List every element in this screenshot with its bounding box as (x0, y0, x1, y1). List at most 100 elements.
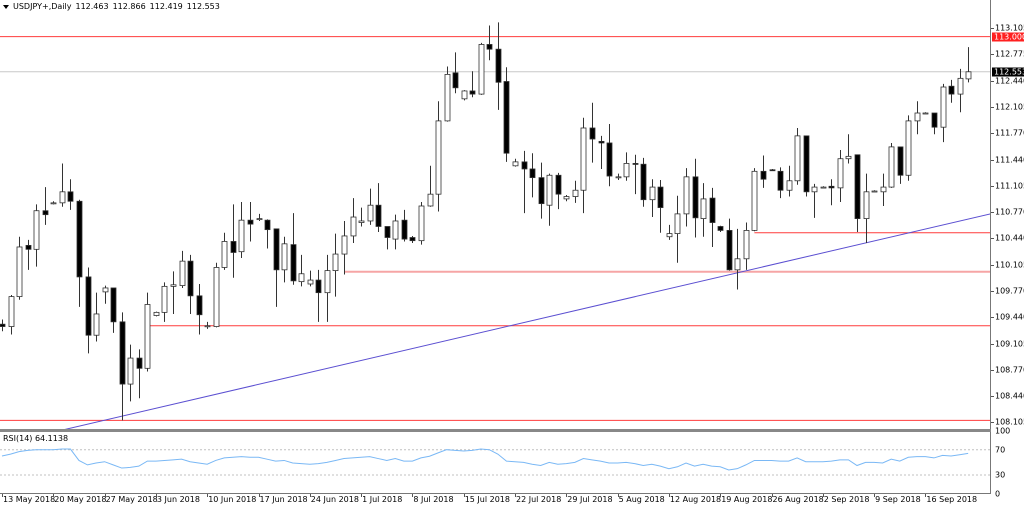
bull-candle-body (127, 357, 134, 385)
candle (281, 236, 288, 283)
bear-candle-body (606, 142, 613, 177)
bear-candle-body (769, 169, 776, 172)
bull-candle-body (33, 210, 40, 250)
candle (683, 168, 690, 227)
candle (786, 165, 793, 197)
date-label: 24 Jun 2018 (310, 495, 359, 504)
price-tick-label: 112.440 (995, 76, 1024, 86)
trendline[interactable] (60, 213, 990, 429)
date-tick (566, 494, 568, 497)
bear-candle-body (503, 81, 510, 154)
bull-candle-body (256, 218, 263, 221)
candle (897, 146, 904, 184)
candle (187, 254, 194, 314)
bear-candle-body (67, 191, 74, 202)
date-tick (463, 494, 465, 497)
date-label: 27 May 2018 (105, 495, 158, 504)
candle (751, 168, 758, 232)
candle (905, 115, 912, 181)
date-axis[interactable]: 13 May 2018 20 May 2018 27 May 2018 3 Jun 2… (0, 494, 991, 506)
bull-candle-body (820, 186, 827, 189)
candle (144, 292, 151, 372)
date-label: 29 Jul 2018 (567, 495, 613, 504)
candle (119, 312, 126, 421)
candle (427, 165, 434, 207)
bear-candle-body (230, 241, 237, 253)
candle (238, 202, 245, 259)
bull-candle-body (649, 186, 656, 201)
bear-candle-body (469, 90, 476, 95)
bear-candle-body (828, 185, 835, 189)
bear-candle-body (897, 146, 904, 176)
candle (598, 135, 605, 169)
bear-candle-body (760, 170, 767, 180)
bull-candle-body (957, 77, 964, 95)
chart-header: USDJPY+,Daily 112.463 112.866 112.419 11… (3, 2, 220, 11)
candle (153, 311, 160, 317)
bull-candle-body (811, 186, 818, 193)
candle (8, 295, 15, 335)
price-tick-label: 111.770 (995, 128, 1024, 138)
close-value: 112.553 (186, 2, 220, 11)
price-tick (991, 395, 994, 397)
bull-candle-body (888, 146, 895, 188)
bull-candle-body (871, 190, 878, 193)
candle (880, 173, 887, 206)
candle (161, 282, 168, 322)
candle (922, 112, 929, 115)
rsi-tick-label: 30 (995, 470, 1006, 480)
date-label: 19 Aug 2018 (721, 495, 773, 504)
bull-candle-body (683, 176, 690, 215)
bull-candle-body (153, 311, 160, 316)
high-value: 112.866 (112, 2, 146, 11)
price-tick-label: 113.105 (995, 23, 1024, 33)
candle (221, 232, 228, 270)
price-tick-label: 110.770 (995, 207, 1024, 217)
candle (435, 101, 442, 212)
candle (384, 226, 391, 250)
bull-candle-body (615, 176, 622, 179)
bull-candle-body (845, 155, 852, 160)
date-label: 5 Aug 2018 (618, 495, 665, 504)
bull-candle-body (350, 216, 357, 237)
date-label: 13 May 2018 (3, 495, 56, 504)
candle (25, 239, 32, 270)
date-tick (53, 494, 55, 497)
candle (42, 187, 49, 225)
bull-candle-body (332, 253, 339, 272)
candlestick-chart[interactable] (0, 0, 990, 429)
dropdown-triangle-icon[interactable] (3, 4, 9, 9)
candle (264, 219, 271, 249)
panel-separator[interactable] (0, 429, 991, 432)
candle (623, 152, 630, 181)
candle (606, 124, 613, 187)
low-value: 112.419 (149, 2, 183, 11)
rsi-chart (0, 448, 990, 476)
date-tick (771, 494, 773, 497)
candle (256, 213, 263, 221)
candle (965, 47, 972, 83)
bear-candle-body (401, 219, 408, 240)
price-tick-label: 111.440 (995, 155, 1024, 164)
candle (401, 209, 408, 242)
date-label: 1 Jul 2018 (362, 495, 403, 504)
candle (204, 321, 211, 329)
candle (495, 22, 502, 110)
rsi-panel[interactable]: RSI(14) 64.1138 (0, 432, 991, 494)
bull-candle-body (666, 233, 673, 238)
candle (828, 179, 835, 206)
candle (717, 225, 724, 232)
price-axis[interactable]: 113.105 112.775 112.440 112.105 111.770 111.4… (991, 0, 1024, 499)
date-tick (822, 494, 824, 497)
bear-candle-body (529, 168, 536, 179)
date-label: 9 Sep 2018 (875, 495, 921, 504)
bull-candle-body (863, 191, 870, 220)
bull-candle-body (341, 235, 348, 255)
price-chart-panel[interactable]: USDJPY+,Daily 112.463 112.866 112.419 11… (0, 0, 991, 429)
rsi-tick-label: 70 (995, 445, 1006, 455)
candle (16, 236, 23, 300)
bull-candle-body (794, 135, 801, 182)
price-tick (991, 291, 994, 293)
candle (632, 154, 639, 195)
bull-candle-body (563, 196, 570, 200)
